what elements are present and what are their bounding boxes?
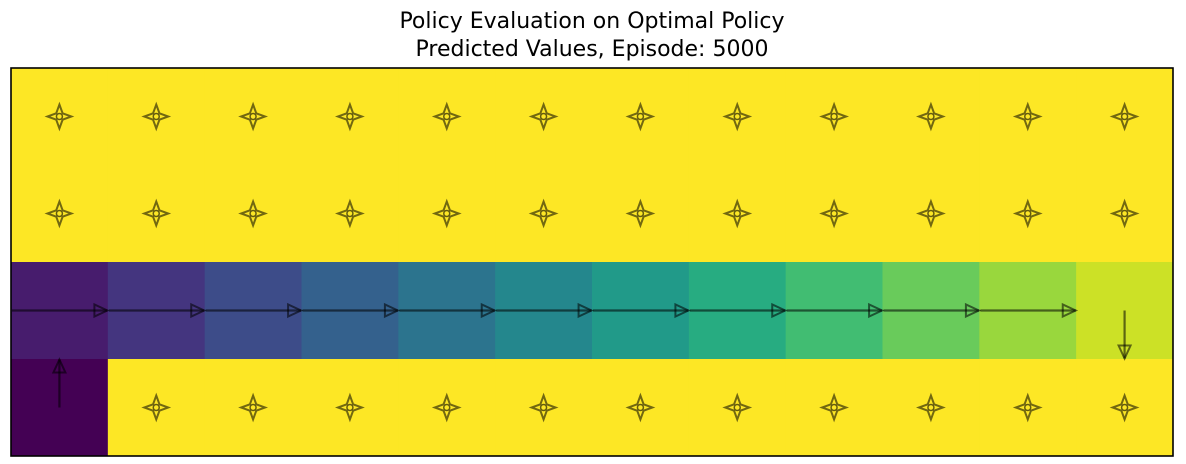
heatmap-cell xyxy=(979,165,1077,263)
heatmap-cell xyxy=(785,359,883,457)
policy-arrow xyxy=(1012,392,1043,423)
policy-arrow xyxy=(1109,101,1140,132)
policy-arrow xyxy=(883,302,982,319)
heatmap-cell xyxy=(204,359,302,457)
heatmap-cell xyxy=(107,165,206,263)
policy-arrow xyxy=(528,198,559,229)
policy-arrow xyxy=(238,392,269,423)
policy-arrow xyxy=(1117,310,1133,361)
policy-arrow xyxy=(431,392,462,423)
heatmap-cell xyxy=(592,68,690,166)
heatmap-cell xyxy=(979,359,1077,457)
policy-arrow xyxy=(141,392,172,423)
policy-arrow xyxy=(786,302,885,319)
policy-arrow xyxy=(238,198,269,229)
policy-arrow xyxy=(399,302,498,319)
heatmap-cell xyxy=(688,68,787,166)
policy-arrow xyxy=(980,302,1079,319)
heatmap-cell xyxy=(11,68,109,166)
heatmap-cell xyxy=(592,359,690,457)
policy-arrow xyxy=(108,302,207,319)
heatmap-cell xyxy=(107,359,206,457)
heatmap-cell xyxy=(495,359,593,457)
heatmap-cell xyxy=(882,68,980,166)
policy-arrow xyxy=(689,302,788,319)
heatmap-cell xyxy=(1076,359,1174,457)
heatmap-cell xyxy=(785,165,883,263)
heatmap-cell xyxy=(107,68,206,166)
policy-arrow xyxy=(334,198,365,229)
policy-arrow xyxy=(334,101,365,132)
heatmap-cell xyxy=(688,359,787,457)
policy-arrow xyxy=(593,302,691,319)
heatmap-cell xyxy=(495,68,593,166)
policy-arrow xyxy=(915,392,946,423)
policy-arrows xyxy=(12,101,1140,423)
policy-arrow xyxy=(12,302,110,319)
policy-arrow xyxy=(44,101,75,132)
policy-arrow xyxy=(915,198,946,229)
heatmap-cell xyxy=(204,165,302,263)
policy-arrow xyxy=(722,101,753,132)
heatmap-cell xyxy=(1076,68,1174,166)
policy-arrow xyxy=(205,302,304,319)
heatmap-cell xyxy=(398,359,496,457)
policy-arrow xyxy=(1109,392,1140,423)
policy-arrow xyxy=(44,198,75,229)
heatmap-cell xyxy=(398,68,496,166)
policy-arrow xyxy=(334,392,365,423)
heatmap-cell xyxy=(882,359,980,457)
policy-arrow xyxy=(238,101,269,132)
policy-arrow xyxy=(496,302,594,319)
policy-arrow xyxy=(141,198,172,229)
heatmap-cell xyxy=(688,165,787,263)
heatmap-cell xyxy=(495,165,593,263)
policy-arrow xyxy=(625,392,656,423)
policy-arrow xyxy=(722,392,753,423)
policy-arrow xyxy=(51,357,67,408)
policy-arrow xyxy=(819,101,850,132)
heatmap-cell xyxy=(301,68,399,166)
policy-arrow xyxy=(722,198,753,229)
policy-arrow xyxy=(1012,198,1043,229)
policy-arrow xyxy=(431,198,462,229)
policy-arrow xyxy=(528,392,559,423)
policy-arrow xyxy=(819,392,850,423)
heatmap-cell xyxy=(398,165,496,263)
plot-frame xyxy=(10,67,1174,457)
policy-arrow xyxy=(915,101,946,132)
chart-title: Policy Evaluation on Optimal Policy xyxy=(399,9,784,34)
policy-arrow xyxy=(302,302,401,319)
policy-arrow xyxy=(1109,198,1140,229)
policy-arrow xyxy=(625,101,656,132)
heatmap-cell xyxy=(979,68,1077,166)
heatmap-cell xyxy=(785,68,883,166)
heatmap-cell xyxy=(882,165,980,263)
heatmap-cell xyxy=(11,165,109,263)
policy-arrow xyxy=(431,101,462,132)
heatmap-cells xyxy=(11,68,1174,457)
heatmap-cell xyxy=(592,165,690,263)
policy-arrow xyxy=(625,198,656,229)
heatmap-cell xyxy=(204,68,302,166)
heatmap-cell xyxy=(301,165,399,263)
heatmap-cell xyxy=(1076,165,1174,263)
policy-arrow xyxy=(141,101,172,132)
heatmap-cell xyxy=(301,359,399,457)
policy-arrow xyxy=(819,198,850,229)
policy-arrow xyxy=(1012,101,1043,132)
chart-subtitle: Predicted Values, Episode: 5000 xyxy=(416,37,769,62)
policy-arrow xyxy=(528,101,559,132)
